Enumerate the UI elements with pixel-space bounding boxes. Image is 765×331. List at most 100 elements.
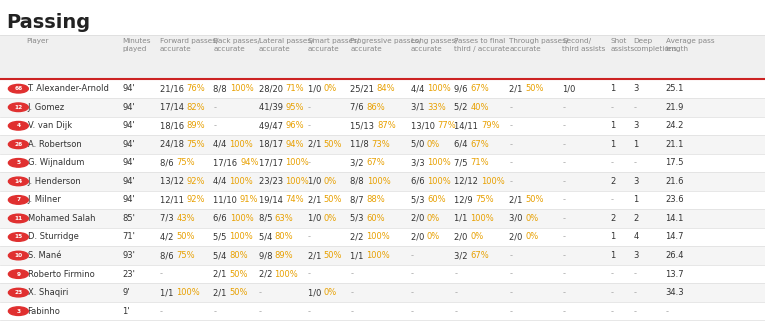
Text: 2/2: 2/2	[259, 269, 275, 279]
Text: Roberto Firmino: Roberto Firmino	[28, 269, 94, 279]
Text: 9': 9'	[122, 288, 130, 297]
Text: 50%: 50%	[324, 140, 342, 149]
Text: 100%: 100%	[230, 232, 253, 242]
Text: X. Shaqiri: X. Shaqiri	[28, 288, 68, 297]
Text: J. Milner: J. Milner	[28, 195, 61, 205]
Text: 3/1: 3/1	[411, 103, 427, 112]
Text: 4: 4	[16, 123, 21, 128]
Text: 75%: 75%	[476, 195, 494, 205]
Text: 0%: 0%	[526, 214, 539, 223]
Text: 79%: 79%	[481, 121, 500, 130]
Text: 23': 23'	[122, 269, 135, 279]
Text: 3: 3	[633, 251, 639, 260]
Text: -: -	[509, 251, 513, 260]
Circle shape	[8, 214, 28, 223]
Bar	[0, 172, 765, 191]
Text: S. Mané: S. Mané	[28, 251, 61, 260]
Text: 67%: 67%	[470, 251, 490, 260]
Text: 3: 3	[633, 121, 639, 130]
Text: -: -	[259, 307, 262, 316]
Text: 71': 71'	[122, 232, 135, 242]
Text: 9: 9	[16, 271, 21, 277]
Text: 2/0: 2/0	[411, 214, 427, 223]
Text: 67%: 67%	[470, 140, 490, 149]
Text: 0%: 0%	[324, 214, 337, 223]
Text: D. Sturridge: D. Sturridge	[28, 232, 79, 242]
Text: 12/9: 12/9	[454, 195, 476, 205]
Text: 1/1: 1/1	[350, 251, 366, 260]
Text: 5/4: 5/4	[213, 251, 230, 260]
Text: -: -	[350, 269, 353, 279]
Text: 100%: 100%	[366, 251, 390, 260]
Text: 9/6: 9/6	[454, 84, 470, 93]
Text: 19/14: 19/14	[259, 195, 285, 205]
Text: 7/3: 7/3	[160, 214, 176, 223]
Text: 6/6: 6/6	[213, 214, 230, 223]
Text: -: -	[160, 307, 163, 316]
Circle shape	[8, 307, 28, 315]
Text: 23/23: 23/23	[259, 177, 285, 186]
Text: 25/21: 25/21	[350, 84, 377, 93]
Text: Minutes
played: Minutes played	[122, 38, 151, 52]
Text: 28/20: 28/20	[259, 84, 285, 93]
Text: 94': 94'	[122, 121, 135, 130]
Text: 50%: 50%	[324, 251, 342, 260]
Text: 3/3: 3/3	[411, 158, 427, 167]
Text: 14.7: 14.7	[666, 232, 684, 242]
Text: 50%: 50%	[526, 84, 544, 93]
Text: 63%: 63%	[275, 214, 294, 223]
Text: -: -	[308, 103, 311, 112]
Text: 26: 26	[15, 142, 22, 147]
Text: 100%: 100%	[230, 140, 253, 149]
Text: 5/2: 5/2	[454, 103, 470, 112]
Text: -: -	[666, 307, 669, 316]
Text: 84%: 84%	[377, 84, 396, 93]
Text: 0%: 0%	[427, 140, 440, 149]
Text: 67%: 67%	[366, 158, 386, 167]
Text: -: -	[350, 288, 353, 297]
Text: -: -	[308, 232, 311, 242]
Text: 94': 94'	[122, 177, 135, 186]
Text: 2/1: 2/1	[308, 251, 324, 260]
Text: 9/8: 9/8	[259, 251, 275, 260]
Text: -: -	[213, 121, 216, 130]
Text: -: -	[562, 177, 565, 186]
Bar	[0, 35, 765, 79]
Circle shape	[8, 103, 28, 112]
Text: 89%: 89%	[187, 121, 205, 130]
Text: 12/11: 12/11	[160, 195, 187, 205]
Text: 50%: 50%	[324, 195, 342, 205]
Text: 1: 1	[633, 140, 639, 149]
Text: 4/2: 4/2	[160, 232, 176, 242]
Text: -: -	[509, 177, 513, 186]
Text: -: -	[610, 307, 614, 316]
Text: -: -	[160, 269, 163, 279]
Text: 49/47: 49/47	[259, 121, 285, 130]
Text: J. Gomez: J. Gomez	[28, 103, 65, 112]
Text: -: -	[562, 269, 565, 279]
Text: 94': 94'	[122, 103, 135, 112]
Text: -: -	[610, 195, 614, 205]
Circle shape	[8, 196, 28, 204]
Text: 3: 3	[16, 308, 21, 314]
Text: -: -	[562, 307, 565, 316]
Text: 95%: 95%	[285, 103, 304, 112]
Text: 100%: 100%	[366, 177, 390, 186]
Text: 94%: 94%	[285, 140, 304, 149]
Text: 4/4: 4/4	[213, 177, 230, 186]
Text: Fabinho: Fabinho	[28, 307, 60, 316]
Text: 85': 85'	[122, 214, 135, 223]
Text: 2/1: 2/1	[308, 140, 324, 149]
Text: 8/6: 8/6	[160, 251, 176, 260]
Text: 8/5: 8/5	[259, 214, 275, 223]
Text: 87%: 87%	[377, 121, 396, 130]
Text: 21/16: 21/16	[160, 84, 187, 93]
Text: 71%: 71%	[285, 84, 304, 93]
Circle shape	[8, 288, 28, 297]
Text: 17/14: 17/14	[160, 103, 187, 112]
Text: Average pass
length: Average pass length	[666, 38, 715, 52]
Text: 100%: 100%	[481, 177, 505, 186]
Text: 71%: 71%	[470, 158, 489, 167]
Text: 3/2: 3/2	[454, 251, 470, 260]
Text: -: -	[633, 158, 636, 167]
